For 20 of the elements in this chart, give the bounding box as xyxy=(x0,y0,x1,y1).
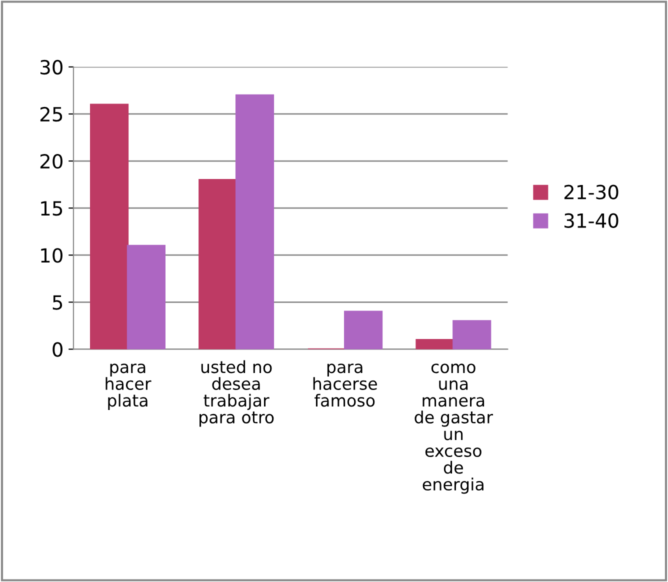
y-tick-label: 20 xyxy=(40,154,62,169)
bar xyxy=(416,338,454,350)
y-tick-label: 15 xyxy=(41,201,62,216)
y-tick-label: 0 xyxy=(52,342,62,357)
y-tick-label: 5 xyxy=(52,295,62,310)
bar xyxy=(90,104,129,350)
y-tick-label: 30 xyxy=(40,60,62,75)
x-tick-label: para hacerse famoso xyxy=(313,364,377,407)
y-tick-label: 25 xyxy=(40,106,62,122)
x-tick-label: como una manera de gastar un exceso de energia xyxy=(414,364,494,494)
bar xyxy=(198,179,238,350)
y-tick-label: 10 xyxy=(41,248,62,263)
bar xyxy=(126,244,166,350)
bar xyxy=(235,94,274,350)
legend-label: 31-40 xyxy=(564,213,618,228)
x-tick-label: para hacer plata xyxy=(106,364,152,410)
bar xyxy=(344,310,383,350)
legend-label: 21-30 xyxy=(564,184,618,200)
x-tick-label: usted no desea trabajar para otro xyxy=(200,360,274,427)
bar xyxy=(452,320,492,350)
